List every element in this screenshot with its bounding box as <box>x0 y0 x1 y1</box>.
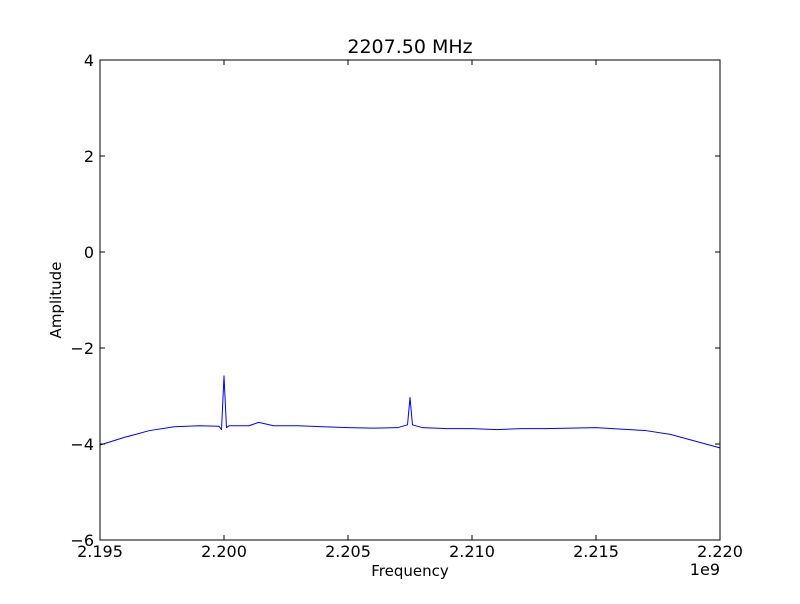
y-tick-label-2: 2 <box>84 147 94 166</box>
x-tick-label-6: 2.220 <box>697 542 743 561</box>
y-tick-label-5: −4 <box>70 435 94 454</box>
y-axis: 4 2 0 −2 −4 −6 <box>70 51 720 550</box>
y-tick-label-3: 0 <box>84 243 94 262</box>
x-axis-label: Frequency <box>371 562 449 580</box>
plot-frame <box>99 59 721 541</box>
plot-area <box>99 375 721 449</box>
x-axis: 2.195 2.200 2.205 2.210 2.215 2.220 <box>77 60 743 561</box>
y-tick-label-6: −6 <box>70 531 94 550</box>
x-axis-offset-label: 1e9 <box>690 560 720 579</box>
x-tick-label-5: 2.215 <box>573 542 619 561</box>
x-tick-label-4: 2.210 <box>449 542 495 561</box>
x-tick-label-3: 2.205 <box>325 542 371 561</box>
x-tick-label-2: 2.200 <box>201 542 247 561</box>
y-tick-label-4: −2 <box>70 339 94 358</box>
series-1-line <box>99 375 721 449</box>
chart-title: 2207.50 MHz <box>347 36 472 58</box>
y-tick-label-1: 4 <box>84 51 94 70</box>
y-axis-label: Amplitude <box>47 262 65 339</box>
x-tick-label-1: 2.195 <box>77 542 123 561</box>
